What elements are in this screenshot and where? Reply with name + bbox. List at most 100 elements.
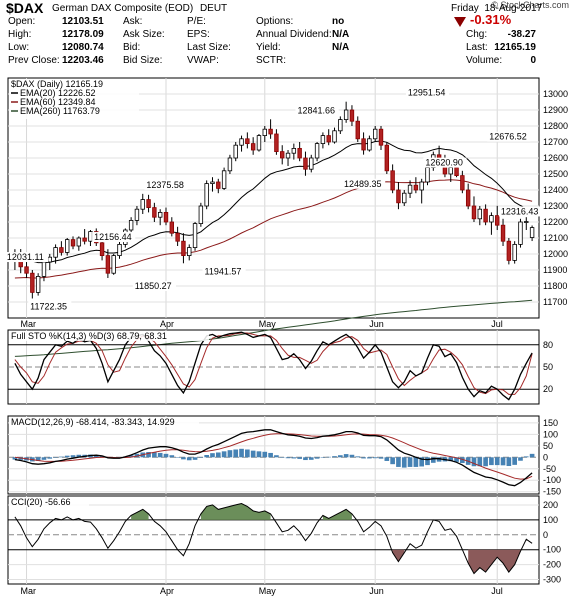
macd-hist-bar <box>401 457 407 468</box>
macd-hist-bar <box>471 457 477 467</box>
y-tick-label: 12900 <box>543 105 568 115</box>
legend-entry: $DAX (Daily) 12165.19 <box>11 79 103 89</box>
y-tick-label: 150 <box>543 418 558 428</box>
macd-hist-bar <box>343 454 349 458</box>
macd-hist-bar <box>396 457 401 467</box>
price-annotation: 12375.58 <box>146 180 184 190</box>
x-tick-label: Jul <box>491 319 503 329</box>
macd-hist-bar <box>308 457 314 460</box>
candle-body <box>35 275 41 293</box>
candle-body <box>163 211 169 223</box>
macd-hist-bar <box>361 457 366 459</box>
symbol: $DAX <box>6 0 44 16</box>
macd-hist-bar <box>436 457 442 462</box>
macd-hist-bar <box>378 457 384 459</box>
macd-hist-bar <box>506 457 512 467</box>
macd-hist-bar <box>454 457 459 462</box>
candle-body <box>70 239 76 247</box>
macd-hist-bar <box>175 457 180 458</box>
price-annotation-bg <box>341 178 386 189</box>
last-label: Last: <box>466 42 488 53</box>
macd-hist-bar <box>279 457 285 458</box>
candle-body <box>367 138 372 151</box>
price-annotation-bg <box>498 206 543 217</box>
candle-body <box>117 243 122 256</box>
sto-k-line <box>14 331 533 401</box>
legend-bg <box>9 331 209 341</box>
low-value: 12080.74 <box>62 42 104 53</box>
candle-body <box>88 231 93 242</box>
candle-body <box>53 247 58 258</box>
open-label: Open: <box>8 16 36 27</box>
candle-body <box>343 109 349 120</box>
macd-hist-bar <box>93 455 99 458</box>
candle-body <box>280 151 285 159</box>
candle-body <box>221 170 227 189</box>
macd-hist-bar <box>355 456 361 458</box>
macd-hist-bar <box>204 455 209 458</box>
legend-entry: EMA(260) 11763.79 <box>20 106 100 116</box>
options-value: no <box>332 16 345 27</box>
x-tick-label: Jun <box>369 319 384 329</box>
macd-hist-bar <box>41 457 47 460</box>
panel-frame <box>7 415 540 495</box>
macd-hist-bar <box>239 448 244 458</box>
yield-label: Yield: <box>256 42 281 53</box>
candle-body <box>76 237 82 247</box>
legend-entry: EMA(20) 12226.52 <box>20 88 96 98</box>
candle-body <box>256 135 262 151</box>
y-tick-label: 0 <box>543 452 548 462</box>
y-tick-label: 12200 <box>543 217 568 227</box>
volume-label: Volume: <box>466 55 503 66</box>
macd-hist-bar <box>134 453 140 458</box>
y-tick-label: 20 <box>543 384 553 394</box>
legend-entry: EMA(60) 12349.84 <box>20 97 96 107</box>
candle-body <box>495 215 500 226</box>
price-annotation-bg <box>132 281 176 291</box>
candle-body <box>524 221 529 223</box>
chg-value: -38.27 <box>507 29 536 40</box>
x-tick-label: Jun <box>369 586 384 596</box>
y-tick-label: 11800 <box>543 281 567 291</box>
macd-hist-bar <box>152 452 157 458</box>
y-tick-label: 13000 <box>543 89 568 99</box>
price-annotation-bg <box>487 131 531 142</box>
y-tick-label: 12700 <box>543 137 568 147</box>
y-tick-label: 0 <box>543 530 548 540</box>
candle-body <box>204 183 209 207</box>
candle-body <box>181 240 186 256</box>
y-tick-label: -300 <box>543 575 561 585</box>
macd-hist-bar <box>483 457 488 467</box>
prevclose-label: Prev Close: <box>8 55 60 66</box>
candle-body <box>192 223 198 249</box>
price-annotation-bg <box>202 266 246 277</box>
candle-body <box>361 138 366 151</box>
macd-hist-bar <box>419 457 425 467</box>
y-tick-label: 11900 <box>543 265 567 275</box>
macd-hist-bar <box>233 449 239 458</box>
candle-body <box>24 266 29 274</box>
y-tick-label: 11700 <box>543 297 567 307</box>
macd-hist-bar <box>53 457 58 458</box>
macd-hist-bar <box>512 457 517 465</box>
macd-hist-bar <box>291 457 297 459</box>
sto-legend: Full STO %K(14,3) %D(3) 68.79, 68.31 <box>11 331 167 341</box>
candle-body <box>384 144 390 172</box>
y-tick-label: 12300 <box>543 201 568 211</box>
y-tick-label: 50 <box>543 362 553 372</box>
candle-body <box>245 138 250 145</box>
price-annotation: 12156.44 <box>94 232 132 242</box>
candle-body <box>65 239 70 253</box>
price-annotation: 12951.54 <box>408 88 446 98</box>
candle-body <box>309 157 314 170</box>
candle-body <box>390 170 395 191</box>
candle-body <box>460 175 465 191</box>
macd-hist-bar <box>413 457 419 467</box>
price-annotation-bg <box>405 87 450 98</box>
candle-body <box>500 224 506 242</box>
dividend-label: Annual Dividend: <box>256 29 332 40</box>
macd-hist-bar <box>285 457 291 459</box>
macd-hist-bar <box>349 454 355 458</box>
symbol-description: German DAX Composite (EOD) DEUT <box>52 3 231 14</box>
